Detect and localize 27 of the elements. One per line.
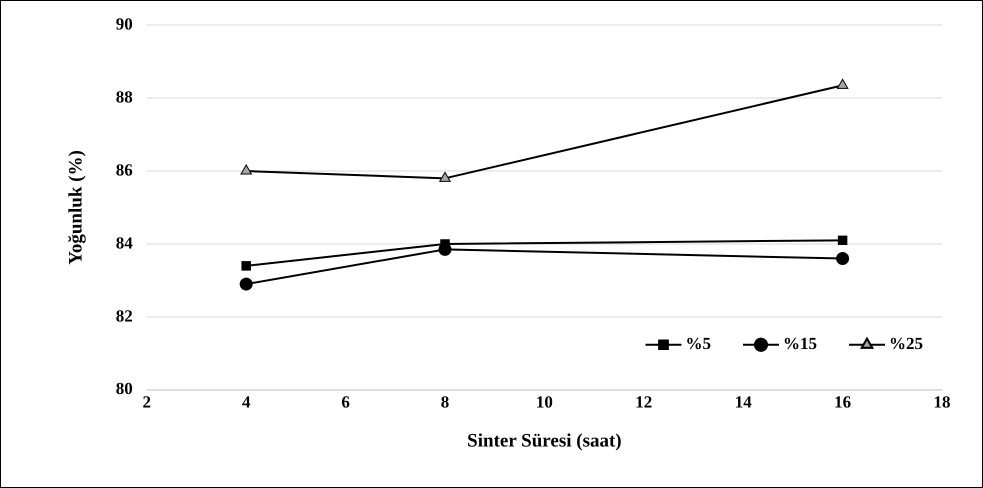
x-tick-label: 18 — [934, 392, 950, 412]
point — [241, 261, 251, 271]
y-tick-label: 88 — [116, 88, 133, 107]
point — [240, 164, 252, 175]
point — [838, 236, 848, 246]
y-tick-label: 84 — [116, 233, 134, 252]
x-tick-label: 12 — [635, 392, 652, 412]
y-tick-label: 86 — [116, 160, 133, 180]
legend-label: %5 — [686, 334, 711, 354]
x-tick-label: 8 — [440, 392, 450, 412]
y-tick-label: 90 — [116, 14, 133, 34]
point — [836, 78, 848, 89]
x-tick-label: 4 — [242, 392, 251, 412]
y-tick-label: 80 — [116, 379, 133, 398]
legend-label: %15 — [783, 334, 817, 354]
x-tick-label: 2 — [142, 392, 152, 412]
y-tick-label: 82 — [116, 306, 133, 326]
point — [836, 252, 850, 266]
legend-label: %25 — [889, 334, 923, 354]
x-tick-label: 6 — [341, 392, 350, 412]
x-tick-label: 16 — [834, 392, 852, 412]
y-axis-title: Yoğunluk (%) — [65, 150, 86, 265]
x-tick-label: 14 — [734, 392, 752, 412]
point — [240, 278, 253, 291]
x-tick-label: 10 — [536, 392, 553, 412]
point — [439, 172, 451, 182]
x-axis-title: Sinter Süresi (saat) — [467, 430, 622, 452]
